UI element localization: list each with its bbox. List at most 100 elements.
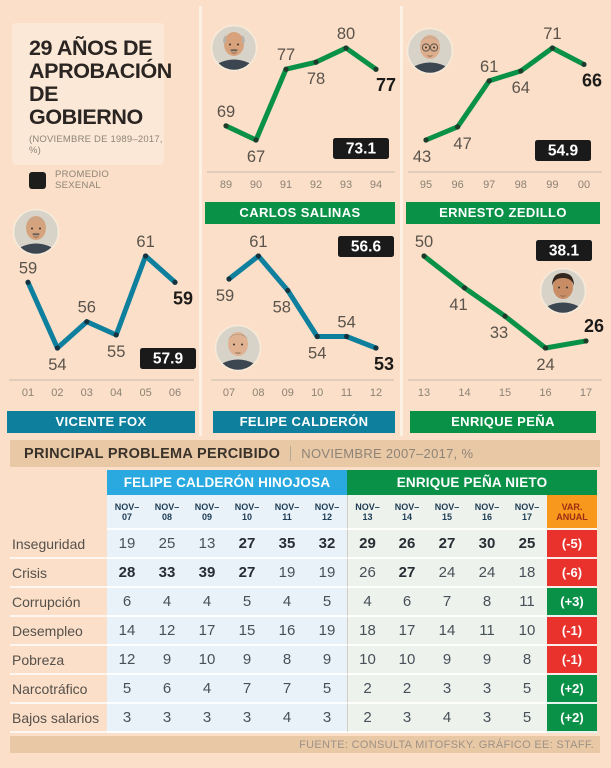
year-tick: 12 bbox=[370, 387, 382, 399]
value-cell: 14 bbox=[427, 617, 467, 646]
sexenal-average-badge bbox=[333, 138, 389, 159]
approval-line bbox=[25, 253, 178, 351]
title-panel: 29 AÑOS DE APROBACIÓN DE GOBIERNO (NOVIE… bbox=[12, 23, 172, 191]
value-cell: 3 bbox=[307, 704, 347, 733]
final-value-label: 53 bbox=[374, 354, 394, 374]
data-point bbox=[113, 332, 119, 338]
value-label: 54 bbox=[48, 356, 66, 374]
value-cell: 4 bbox=[147, 588, 187, 617]
value-cell: 18 bbox=[507, 559, 547, 588]
source-band: FUENTE: CONSULTA MITOFSKY. GRÁFICO EE: S… bbox=[10, 736, 600, 753]
table-period: NOVIEMBRE 2007–2017, % bbox=[301, 446, 474, 461]
year-tick: 05 bbox=[139, 387, 151, 399]
value-cell: 3 bbox=[187, 704, 227, 733]
data-point bbox=[84, 319, 90, 325]
value-cell: 16 bbox=[267, 617, 307, 646]
table-subheader-spacer bbox=[10, 495, 107, 530]
value-cell: 5 bbox=[507, 675, 547, 704]
sexenal-average-badge bbox=[140, 348, 196, 369]
problem-row-label: Desempleo bbox=[10, 617, 107, 646]
problem-row-label: Narcotráfico bbox=[10, 675, 107, 704]
group-header-calderon: FELIPE CALDERÓN HINOJOSA bbox=[107, 470, 347, 495]
var-anual-cell: (+2) bbox=[547, 704, 597, 733]
panel-divider bbox=[199, 6, 202, 436]
year-tick: 10 bbox=[311, 387, 323, 399]
president-label-bar: CARLOS SALINAS bbox=[205, 202, 395, 224]
value-cell: 24 bbox=[467, 559, 507, 588]
year-tick: 94 bbox=[370, 179, 382, 191]
table-title: PRINCIPAL PROBLEMA PERCIBIDO bbox=[24, 445, 281, 462]
column-header-nov-10: NOV– 10 bbox=[227, 495, 267, 530]
chart-felipe-calder-n: 07 08 09 10 11 12 59 61 58 54 54 53 56.6 bbox=[207, 222, 398, 414]
value-cell: 12 bbox=[107, 646, 147, 675]
var-anual-cell: (-6) bbox=[547, 559, 597, 588]
approval-line bbox=[423, 45, 587, 143]
data-point bbox=[172, 279, 178, 285]
value-cell: 28 bbox=[107, 559, 147, 588]
data-point bbox=[549, 45, 555, 51]
value-label: 77 bbox=[277, 46, 295, 64]
page-subtitle: (NOVIEMBRE DE 1989–2017, %) bbox=[29, 134, 163, 156]
value-cell: 2 bbox=[347, 704, 387, 733]
group-header-pena: ENRIQUE PEÑA NIETO bbox=[347, 470, 597, 495]
value-cell: 3 bbox=[467, 675, 507, 704]
year-tick: 02 bbox=[51, 387, 63, 399]
final-value-label: 66 bbox=[582, 70, 602, 90]
chart-ernesto-zedillo: 95 96 97 98 99 00 43 47 61 64 71 66 54.9 bbox=[404, 14, 606, 206]
year-tick: 08 bbox=[252, 387, 264, 399]
value-cell: 33 bbox=[147, 559, 187, 588]
photo-salinas bbox=[210, 24, 258, 72]
black-square-icon bbox=[29, 171, 46, 189]
value-cell: 4 bbox=[187, 675, 227, 704]
year-tick: 91 bbox=[280, 179, 292, 191]
year-tick: 98 bbox=[515, 179, 527, 191]
value-cell: 3 bbox=[147, 704, 187, 733]
sexenal-average-value: 54.9 bbox=[548, 143, 579, 160]
data-point bbox=[283, 66, 289, 72]
data-point bbox=[581, 61, 587, 68]
data-point bbox=[25, 279, 31, 285]
value-cell: 9 bbox=[467, 646, 507, 675]
president-label-bar: FELIPE CALDERÓN bbox=[213, 411, 395, 433]
value-cell: 5 bbox=[507, 704, 547, 733]
chart-enrique-pe-a: 13 14 15 16 17 50 41 33 24 26 38.1 bbox=[404, 222, 606, 414]
value-label: 47 bbox=[453, 135, 471, 153]
value-cell: 5 bbox=[227, 588, 267, 617]
column-header-nov-11: NOV– 11 bbox=[267, 495, 307, 530]
photo-zedillo bbox=[406, 27, 454, 75]
year-tick: 16 bbox=[539, 387, 551, 399]
year-tick: 06 bbox=[169, 387, 181, 399]
data-point bbox=[542, 345, 549, 351]
president-label-bar: VICENTE FOX bbox=[7, 411, 195, 433]
var-anual-cell: (-5) bbox=[547, 530, 597, 559]
year-tick: 00 bbox=[578, 179, 590, 191]
president-label-bar: ERNESTO ZEDILLO bbox=[406, 202, 600, 224]
value-cell: 8 bbox=[467, 588, 507, 617]
data-point bbox=[255, 253, 261, 259]
portrait-svg bbox=[539, 267, 587, 315]
column-header-nov-16: NOV– 16 bbox=[467, 495, 507, 530]
value-cell: 6 bbox=[107, 588, 147, 617]
value-cell: 9 bbox=[427, 646, 467, 675]
photo-pena bbox=[539, 267, 587, 315]
problem-row-label: Crisis bbox=[10, 559, 107, 588]
divider bbox=[290, 446, 292, 461]
year-tick: 90 bbox=[250, 179, 262, 191]
value-cell: 7 bbox=[267, 675, 307, 704]
line-chart-svg: 89 90 91 92 93 94 69 67 77 78 80 77 73.1 bbox=[207, 25, 396, 191]
value-cell: 26 bbox=[387, 530, 427, 559]
value-cell: 7 bbox=[227, 675, 267, 704]
page-title: 29 AÑOS DE APROBACIÓN DE GOBIERNO bbox=[29, 36, 172, 129]
year-tick: 11 bbox=[341, 387, 352, 399]
table-corner-spacer bbox=[10, 470, 107, 495]
value-cell: 32 bbox=[307, 530, 347, 559]
year-tick: 97 bbox=[483, 179, 495, 191]
value-cell: 29 bbox=[347, 530, 387, 559]
value-label: 59 bbox=[19, 259, 37, 277]
column-header-nov-07: NOV– 07 bbox=[107, 495, 147, 530]
value-cell: 4 bbox=[267, 704, 307, 733]
sexenal-average-value: 38.1 bbox=[549, 243, 580, 260]
president-label-bar: ENRIQUE PEÑA bbox=[410, 411, 596, 433]
data-point bbox=[373, 345, 379, 351]
value-label: 41 bbox=[449, 296, 467, 314]
